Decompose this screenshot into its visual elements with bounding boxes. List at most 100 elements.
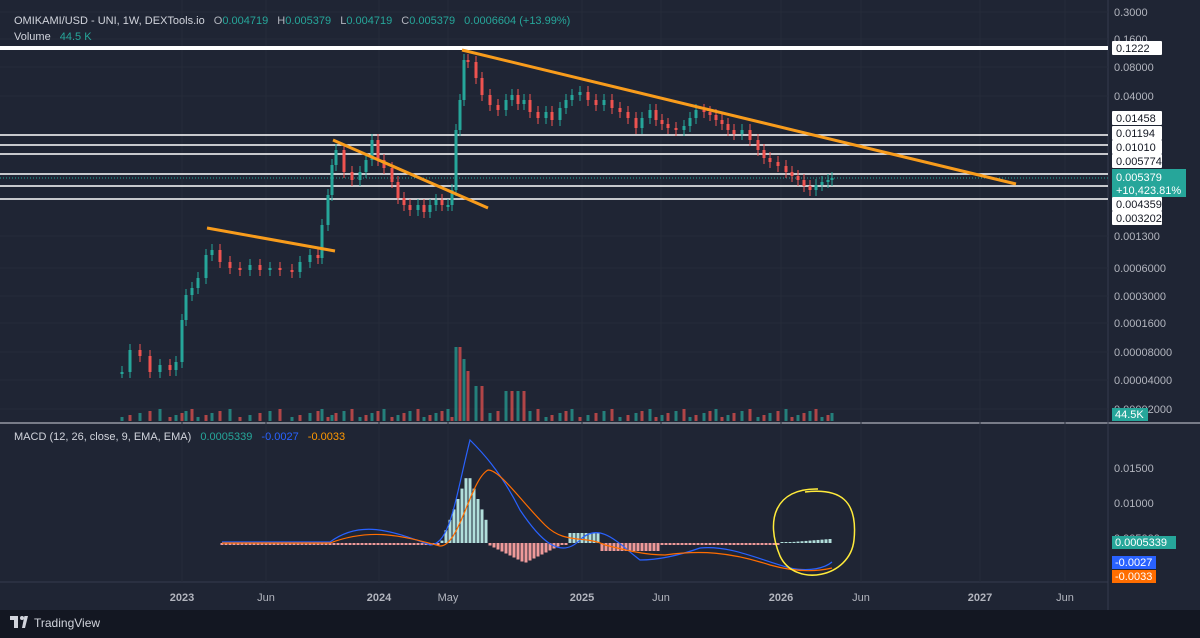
- macd-legend[interactable]: MACD (12, 26, close, 9, EMA, EMA) 0.0005…: [14, 431, 345, 443]
- candle-body: [522, 100, 526, 104]
- macd-histogram-bar: [676, 543, 680, 545]
- candle-body: [578, 92, 582, 95]
- macd-histogram-bar: [700, 543, 704, 545]
- candle-body: [708, 112, 712, 115]
- macd-histogram-bar: [796, 541, 800, 543]
- volume-bar: [428, 415, 432, 421]
- volume-bar: [496, 411, 500, 421]
- trendline-top[interactable]: [461, 48, 1017, 186]
- volume-bar: [334, 413, 338, 421]
- macd-histogram-bar: [396, 543, 400, 545]
- candle-body: [330, 165, 334, 195]
- volume-bar: [174, 415, 178, 421]
- macd-histogram-bar: [508, 543, 512, 556]
- candle-body: [434, 200, 438, 205]
- volume-bar: [458, 347, 462, 421]
- time-tick-label[interactable]: 2026: [769, 592, 793, 604]
- macd-tick-label[interactable]: 0.01000: [1114, 498, 1154, 510]
- time-tick-label[interactable]: Jun: [652, 592, 670, 604]
- macd-histogram-bar: [456, 499, 460, 543]
- candle-body: [640, 118, 644, 128]
- time-tick-label[interactable]: Jun: [852, 592, 870, 604]
- macd-histogram-bar: [480, 509, 484, 543]
- candle-body: [654, 110, 658, 120]
- signal-line-badge-label: -0.0033: [1115, 571, 1152, 583]
- volume-bar: [204, 415, 208, 421]
- macd-histogram-bar: [776, 543, 780, 545]
- macd-histogram-bar: [724, 543, 728, 545]
- candle-body: [826, 180, 830, 182]
- macd-histogram-bar: [264, 543, 268, 545]
- time-tick-label[interactable]: Jun: [1056, 592, 1074, 604]
- volume-bar: [466, 371, 470, 421]
- candle-body: [550, 112, 554, 120]
- high-label: H: [277, 15, 286, 27]
- macd-histogram-bar: [360, 543, 364, 545]
- candle-body: [564, 100, 568, 108]
- macd-histogram-bar: [256, 543, 260, 545]
- candle-body: [660, 120, 664, 124]
- macd-histogram-bar: [320, 543, 324, 545]
- candle-body: [648, 110, 652, 118]
- macd-histogram-bar: [464, 478, 468, 543]
- level-price-badge: [1112, 211, 1162, 225]
- volume-legend[interactable]: Volume 44.5 K: [14, 31, 92, 43]
- candle-body: [756, 140, 760, 150]
- macd-histogram-bar: [712, 543, 716, 545]
- candle-body: [342, 150, 346, 172]
- candle-body: [726, 124, 730, 130]
- candle-body: [370, 140, 374, 160]
- candle-body: [390, 168, 394, 182]
- macd-histogram-bar: [304, 543, 308, 545]
- volume-bar: [342, 411, 346, 421]
- volume-bar: [258, 413, 262, 421]
- macd-tick-label[interactable]: 0.01500: [1114, 463, 1154, 475]
- price-tick-label[interactable]: 0.0001600: [1114, 318, 1166, 330]
- price-tick-label[interactable]: 0.0003000: [1114, 291, 1166, 303]
- volume-bar: [618, 417, 622, 421]
- price-tick-label[interactable]: 0.001300: [1114, 231, 1160, 243]
- macd-histogram-bar: [624, 543, 628, 551]
- price-tick-label[interactable]: 0.0006000: [1114, 263, 1166, 275]
- macd-histogram-bar: [756, 543, 760, 545]
- candle-body: [326, 195, 330, 225]
- tradingview-brand[interactable]: TradingView: [10, 616, 100, 630]
- macd-histogram-bar: [280, 543, 284, 545]
- level-price-label: 0.01194: [1116, 128, 1155, 140]
- candle-body: [740, 130, 744, 134]
- time-tick-label[interactable]: 2025: [570, 592, 594, 604]
- price-tick-label[interactable]: 0.00008000: [1114, 347, 1172, 359]
- level-price-label: 0.003202: [1116, 213, 1162, 225]
- time-tick-label[interactable]: 2023: [170, 592, 194, 604]
- candle-body: [516, 95, 520, 104]
- macd-histogram-bar: [668, 543, 672, 545]
- volume-value: 44.5 K: [59, 31, 92, 43]
- candle-body: [762, 150, 766, 158]
- macd-histogram-bar: [596, 533, 600, 543]
- volume-bar: [714, 409, 718, 421]
- time-tick-label[interactable]: May: [438, 592, 459, 604]
- volume-bar: [370, 413, 374, 421]
- ohlc-legend[interactable]: OMIKAMI/USD - UNI, 1W, DEXTools.io O0.00…: [14, 15, 570, 27]
- candle-body: [814, 185, 818, 190]
- symbol-title[interactable]: OMIKAMI/USD - UNI, 1W, DEXTools.io: [14, 15, 205, 27]
- price-tick-label[interactable]: 0.00004000: [1114, 375, 1172, 387]
- macd-histogram-bar: [752, 543, 756, 545]
- time-tick-label[interactable]: 2024: [367, 592, 392, 604]
- price-tick-label[interactable]: 0.04000: [1114, 91, 1154, 103]
- candle-body: [610, 100, 614, 108]
- time-tick-label[interactable]: Jun: [257, 592, 275, 604]
- macd-histogram-bar: [488, 543, 492, 546]
- candle-body: [148, 356, 152, 372]
- price-tick-label[interactable]: 0.3000: [1114, 7, 1148, 19]
- price-chart-svg[interactable]: 0.30000.16000.080000.040000.0013000.0006…: [0, 0, 1200, 610]
- volume-bar: [488, 413, 492, 421]
- trendline-low[interactable]: [206, 226, 336, 253]
- macd-histogram-bar: [428, 543, 432, 545]
- price-tick-label[interactable]: 0.08000: [1114, 62, 1154, 74]
- time-tick-label[interactable]: 2027: [968, 592, 992, 604]
- trendline-mid[interactable]: [332, 138, 489, 210]
- macd-histogram-bar: [328, 543, 332, 545]
- candle-body: [510, 95, 514, 100]
